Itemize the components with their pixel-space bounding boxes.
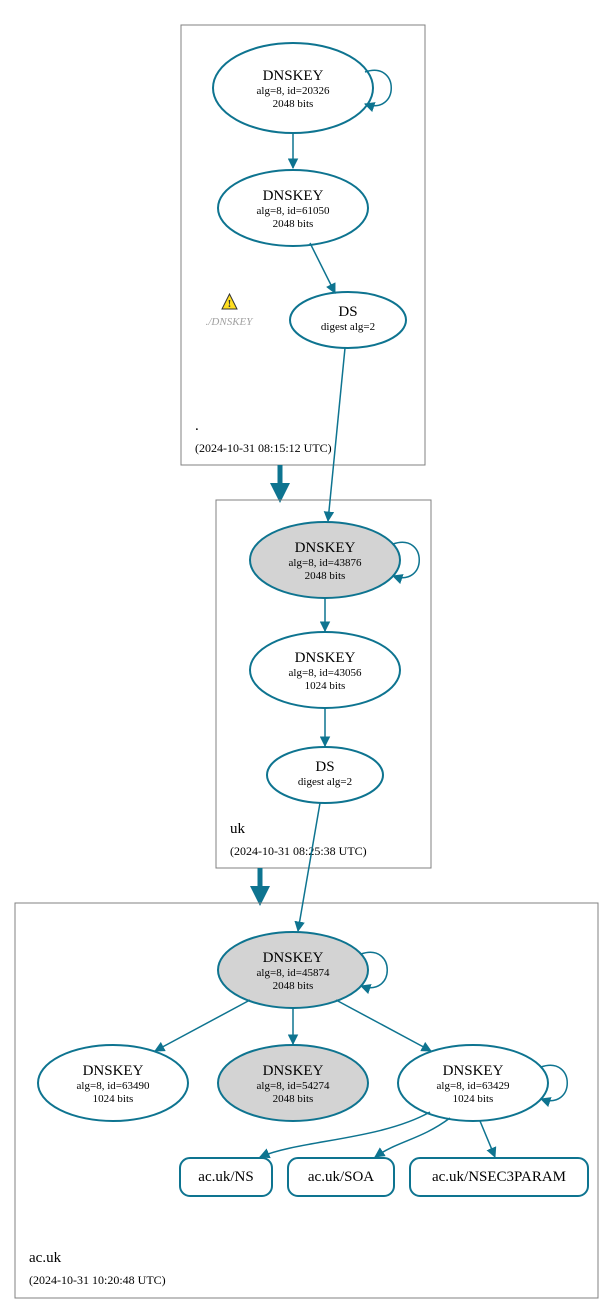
svg-text:DNSKEY: DNSKEY (263, 950, 324, 966)
svg-text:alg=8, id=61050: alg=8, id=61050 (257, 205, 330, 217)
svg-text:DNSKEY: DNSKEY (295, 540, 356, 556)
zone-acuk-ts: (2024-10-31 10:20:48 UTC) (29, 1273, 166, 1287)
zone-uk-ts: (2024-10-31 08:25:38 UTC) (230, 844, 367, 858)
svg-text:2048 bits: 2048 bits (273, 98, 314, 110)
node-uk-ksk: DNSKEY alg=8, id=43876 2048 bits (250, 522, 400, 598)
svg-text:./DNSKEY: ./DNSKEY (206, 316, 255, 328)
edge-rootds-ukksk (328, 348, 345, 521)
svg-text:digest alg=2: digest alg=2 (321, 321, 375, 333)
svg-text:2048 bits: 2048 bits (305, 570, 346, 582)
node-uk-zsk: DNSKEY alg=8, id=43056 1024 bits (250, 632, 400, 708)
node-ac-ns: ac.uk/NS (180, 1158, 272, 1196)
svg-text:ac.uk/NSEC3PARAM: ac.uk/NSEC3PARAM (432, 1169, 566, 1185)
edge-rootzsk-rootds (310, 243, 335, 293)
svg-text:1024 bits: 1024 bits (93, 1093, 134, 1105)
svg-text:alg=8, id=63429: alg=8, id=63429 (437, 1080, 510, 1092)
svg-text:DNSKEY: DNSKEY (443, 1063, 504, 1079)
svg-text:1024 bits: 1024 bits (453, 1093, 494, 1105)
svg-text:ac.uk/SOA: ac.uk/SOA (308, 1169, 374, 1185)
svg-text:alg=8, id=54274: alg=8, id=54274 (257, 1080, 330, 1092)
zone-uk-label: uk (230, 821, 246, 837)
svg-text:DNSKEY: DNSKEY (83, 1063, 144, 1079)
svg-text:DS: DS (338, 304, 357, 320)
svg-text:alg=8, id=43056: alg=8, id=43056 (289, 667, 362, 679)
node-root-zsk: DNSKEY alg=8, id=61050 2048 bits (218, 170, 368, 246)
edge-zsk2-soa (375, 1118, 450, 1157)
svg-text:2048 bits: 2048 bits (273, 1093, 314, 1105)
zone-root-ts: (2024-10-31 08:15:12 UTC) (195, 441, 332, 455)
node-ac-soa: ac.uk/SOA (288, 1158, 394, 1196)
node-uk-ds: DS digest alg=2 (267, 747, 383, 803)
node-root-ds: DS digest alg=2 (290, 292, 406, 348)
warning-root-dnskey: ! ./DNSKEY (206, 294, 255, 328)
svg-text:DS: DS (315, 759, 334, 775)
svg-text:2048 bits: 2048 bits (273, 980, 314, 992)
edge-acksk-zsk1 (155, 1000, 250, 1051)
edge-zsk2-nsec (480, 1121, 495, 1157)
svg-text:alg=8, id=63490: alg=8, id=63490 (77, 1080, 150, 1092)
edge-ukds-acksk (298, 803, 320, 931)
svg-text:!: ! (228, 298, 232, 310)
svg-text:DNSKEY: DNSKEY (263, 188, 324, 204)
svg-text:digest alg=2: digest alg=2 (298, 776, 352, 788)
node-ac-ksk: DNSKEY alg=8, id=45874 2048 bits (218, 932, 368, 1008)
zone-acuk-label: ac.uk (29, 1250, 62, 1266)
svg-text:DNSKEY: DNSKEY (263, 68, 324, 84)
zone-root-label: . (195, 418, 199, 434)
node-ac-nsec: ac.uk/NSEC3PARAM (410, 1158, 588, 1196)
svg-text:alg=8, id=43876: alg=8, id=43876 (289, 557, 362, 569)
svg-text:1024 bits: 1024 bits (305, 680, 346, 692)
node-ac-zsk1: DNSKEY alg=8, id=63490 1024 bits (38, 1045, 188, 1121)
dnssec-graph: . (2024-10-31 08:15:12 UTC) DNSKEY alg=8… (0, 0, 613, 1312)
node-ac-zsk2: DNSKEY alg=8, id=63429 1024 bits (398, 1045, 548, 1121)
svg-text:ac.uk/NS: ac.uk/NS (198, 1169, 253, 1185)
svg-text:DNSKEY: DNSKEY (263, 1063, 324, 1079)
svg-text:DNSKEY: DNSKEY (295, 650, 356, 666)
svg-text:alg=8, id=45874: alg=8, id=45874 (257, 967, 330, 979)
node-ac-ksk2: DNSKEY alg=8, id=54274 2048 bits (218, 1045, 368, 1121)
edge-acksk-zsk2 (336, 1000, 431, 1051)
node-root-ksk: DNSKEY alg=8, id=20326 2048 bits (213, 43, 373, 133)
svg-text:2048 bits: 2048 bits (273, 218, 314, 230)
svg-text:alg=8, id=20326: alg=8, id=20326 (257, 85, 330, 97)
